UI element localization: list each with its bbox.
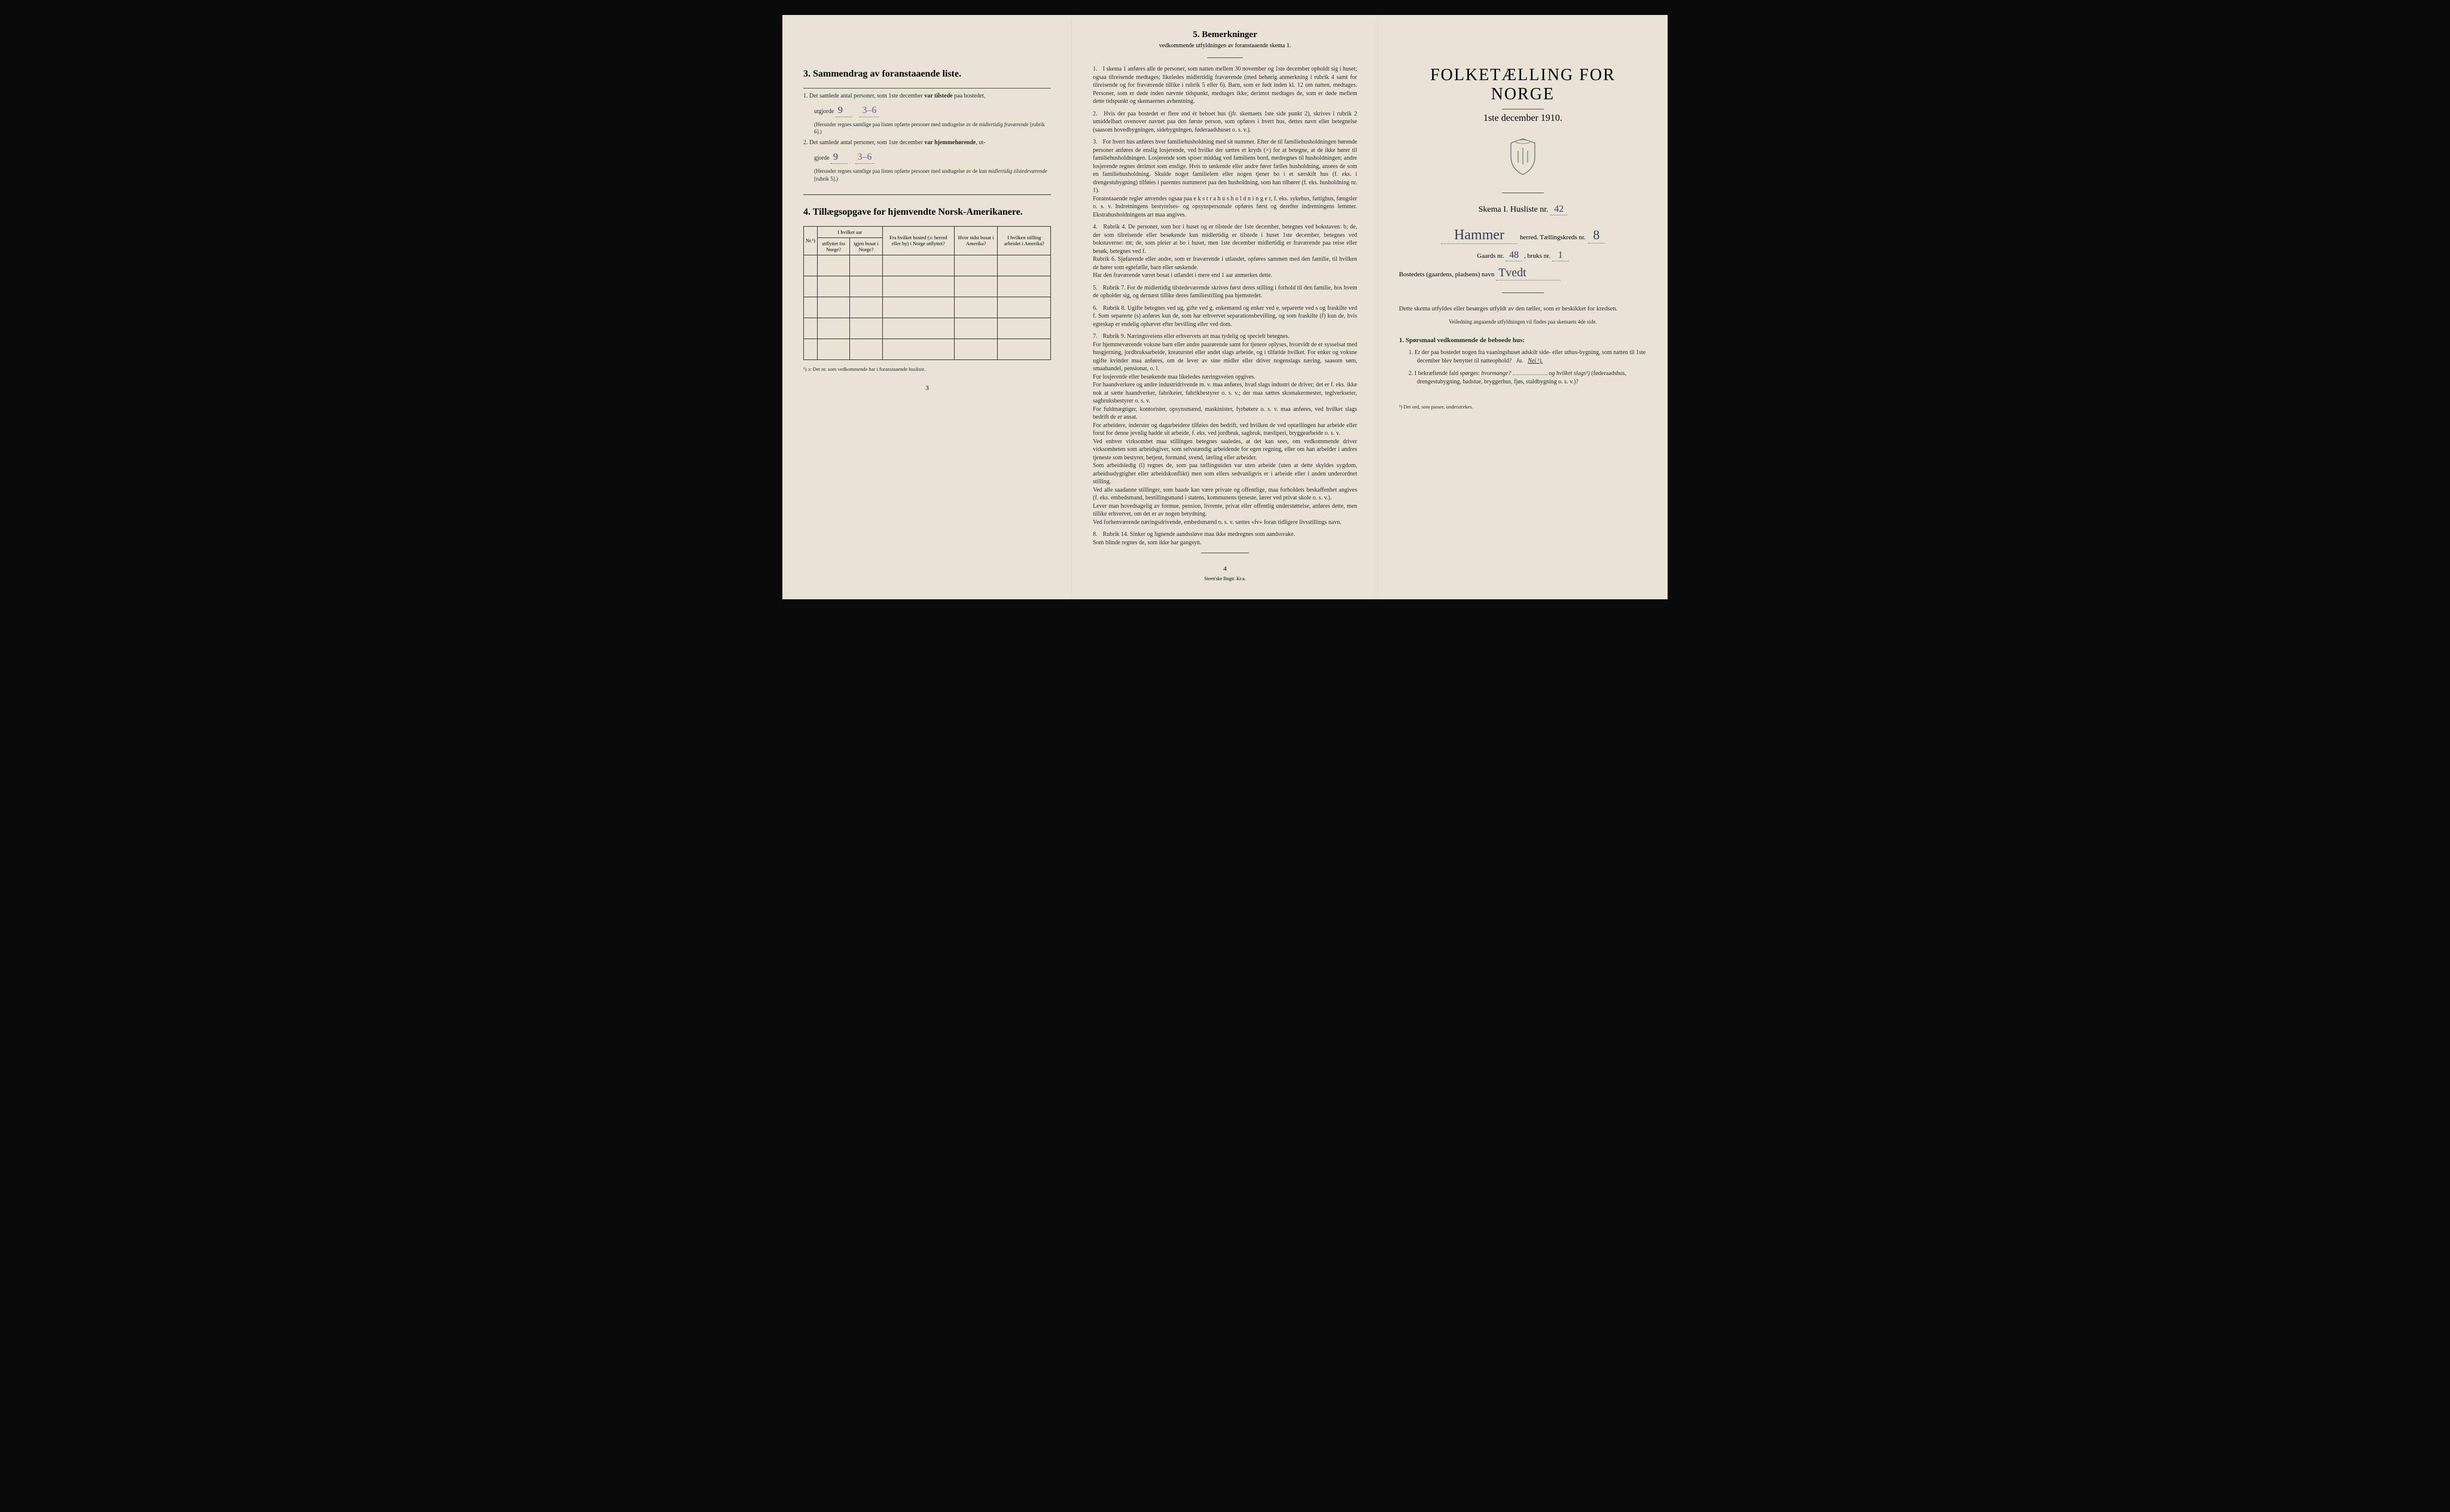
sec3-title: 3. Sammendrag av foranstaaende liste. xyxy=(803,69,1051,80)
table-row xyxy=(804,255,1051,276)
page-number: 4 xyxy=(1093,565,1357,572)
note-item: 7. Rubrik 9. Næringsveiens eller erhverv… xyxy=(1093,333,1357,526)
skema-line: Skema I. Husliste nr. 42 xyxy=(1399,204,1647,215)
note-item: 8. Rubrik 14. Sinker og lignende aandssl… xyxy=(1093,531,1357,547)
th-stilling: I hvilken stilling arbeidet i Amerika? xyxy=(998,226,1051,255)
gaards-line: Gaards nr. 48 , bruks nr. 1 xyxy=(1399,250,1647,261)
instructions-sub: Veiledning angaaende utfyldningen vil fi… xyxy=(1399,318,1647,325)
th-nr: Nr.¹) xyxy=(804,226,818,255)
amerikanere-table: Nr.¹) I hvilket aar Fra hvilket bosted (… xyxy=(803,226,1051,360)
th-bosted: Fra hvilket bosted (ɔ: herred eller by) … xyxy=(882,226,954,255)
page-1-cover: FOLKETÆLLING FOR NORGE 1ste december 191… xyxy=(1378,15,1668,599)
date: 1ste december 1910. xyxy=(1399,113,1647,124)
question-2: 2. I bekræftende fald spørges: hvormange… xyxy=(1417,370,1647,386)
line1-val: utgjorde 9 3–6 xyxy=(814,104,1051,118)
page-3: 3. Sammendrag av foranstaaende liste. 1.… xyxy=(782,15,1072,599)
table-row xyxy=(804,297,1051,318)
main-title: FOLKETÆLLING FOR NORGE xyxy=(1399,66,1647,104)
line2-val: gjorde 9 3–6 xyxy=(814,151,1051,164)
herred-line: Hammer herred. Tællingskreds nr. 8 xyxy=(1399,227,1647,244)
line2: 2. Det samlede antal personer, som 1ste … xyxy=(803,139,1051,147)
bemerkninger-list: 1. I skema 1 anføres alle de personer, s… xyxy=(1093,65,1357,547)
sec5-title: 5. Bemerkninger xyxy=(1093,30,1357,40)
page-number: 3 xyxy=(803,385,1051,392)
coat-of-arms xyxy=(1399,136,1647,181)
table-row xyxy=(804,318,1051,339)
note-item: 1. I skema 1 anføres alle de personer, s… xyxy=(1093,65,1357,106)
note-item: 6. Rubrik 8. Ugifte betegnes ved ug, gif… xyxy=(1093,304,1357,329)
bosted-line: Bostedets (gaardens, pladsens) navn Tved… xyxy=(1399,266,1647,281)
table-footnote: ¹) ɔ: Det nr. som vedkommende har i fora… xyxy=(803,366,1051,373)
th-amerika: Hvor sidst bosat i Amerika? xyxy=(954,226,998,255)
line2-note: (Herunder regnes samtlige paa listen opf… xyxy=(814,167,1051,182)
page-4: 5. Bemerkninger vedkommende utfyldningen… xyxy=(1072,15,1378,599)
instructions: Dette skema utfyldes eller besørges utfy… xyxy=(1399,305,1647,313)
printer-mark: Steen'ske Bogtr. Kr.a. xyxy=(1093,576,1357,581)
note-item: 3. For hvert hus anføres hver familiehus… xyxy=(1093,138,1357,219)
question-1: 1. Er der paa bostedet nogen fra vaaning… xyxy=(1417,349,1647,365)
th-utflyttet: utflyttet fra Norge? xyxy=(818,237,850,255)
sec5-sub: vedkommende utfyldningen av foranstaaend… xyxy=(1093,42,1357,49)
th-igjen: igjen bosat i Norge? xyxy=(850,237,883,255)
note-item: 5. Rubrik 7. For de midlertidig tilstede… xyxy=(1093,284,1357,300)
footnote: ¹) Det ord, som passer, understrekes. xyxy=(1399,404,1647,410)
table-row xyxy=(804,339,1051,359)
document: 3. Sammendrag av foranstaaende liste. 1.… xyxy=(779,12,1671,602)
sec4-title: 4. Tillægsopgave for hjemvendte Norsk-Am… xyxy=(803,207,1051,218)
note-item: 4. Rubrik 4. De personer, som bor i huse… xyxy=(1093,223,1357,280)
line1-note: (Herunder regnes samtlige paa listen opf… xyxy=(814,121,1051,135)
q-heading: 1. Spørsmaal vedkommende de beboede hus: xyxy=(1399,336,1647,345)
table-row xyxy=(804,276,1051,297)
th-aar: I hvilket aar xyxy=(818,226,883,237)
note-item: 2. Hvis der paa bostedet er flere end ét… xyxy=(1093,110,1357,135)
line1: 1. Det samlede antal personer, som 1ste … xyxy=(803,92,1051,100)
